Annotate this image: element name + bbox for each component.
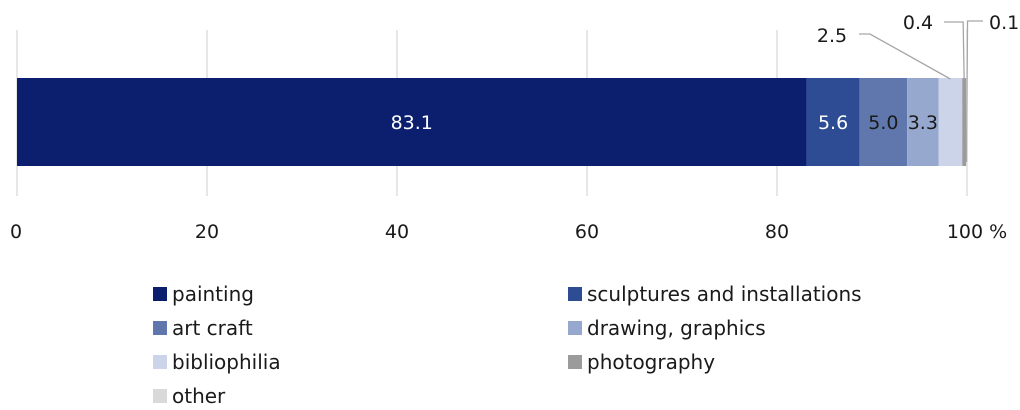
legend-label: art craft (172, 316, 253, 340)
x-tick-label: 100 % (947, 221, 1007, 243)
data-label-art-craft: 5.0 (868, 112, 898, 134)
x-tick-label: 80 (765, 221, 789, 243)
legend-swatch (568, 287, 582, 301)
legend-label: drawing, graphics (587, 316, 766, 340)
legend-swatch (153, 287, 167, 301)
data-label-photography: 0.4 (903, 12, 933, 34)
x-tick-label: 40 (385, 221, 409, 243)
callout-line-photography (944, 22, 964, 79)
legend-item-bibliophilia: bibliophilia (153, 350, 281, 374)
x-tick-label: 0 (10, 221, 22, 243)
x-tick-label: 20 (195, 221, 219, 243)
legend-item-painting: painting (153, 282, 254, 306)
legend-swatch (153, 389, 167, 403)
legend-label: other (172, 384, 226, 408)
legend-label: bibliophilia (172, 350, 281, 374)
legend-label: photography (587, 350, 715, 374)
data-label-drawing-graphics: 3.3 (908, 112, 938, 134)
x-tick-label: 60 (575, 221, 599, 243)
legend-swatch (153, 355, 167, 369)
callout-line-other (967, 21, 983, 162)
data-label-sculptures-and-installations: 5.6 (818, 112, 848, 134)
legend-swatch (153, 321, 167, 335)
callout-line-bibliophilia (859, 34, 950, 79)
legend-label: painting (172, 282, 254, 306)
legend-item-art-craft: art craft (153, 316, 253, 340)
data-label-other: 0.1 (989, 12, 1019, 34)
bar-segment-bibliophilia (939, 78, 963, 166)
data-label-bibliophilia: 2.5 (817, 25, 847, 47)
bar-segment-photography (962, 78, 966, 166)
x-axis: 0 20 40 60 80 100 % (10, 221, 1007, 243)
legend-item-sculptures-and-installations: sculptures and installations (568, 282, 862, 306)
legend-item-other: other (153, 384, 226, 408)
legend-swatch (568, 321, 582, 335)
data-label-painting: 83.1 (391, 112, 433, 134)
legend-swatch (568, 355, 582, 369)
legend-item-drawing-graphics: drawing, graphics (568, 316, 766, 340)
legend-label: sculptures and installations (587, 282, 862, 306)
legend-item-photography: photography (568, 350, 715, 374)
legend: painting sculptures and installations art … (153, 282, 862, 408)
